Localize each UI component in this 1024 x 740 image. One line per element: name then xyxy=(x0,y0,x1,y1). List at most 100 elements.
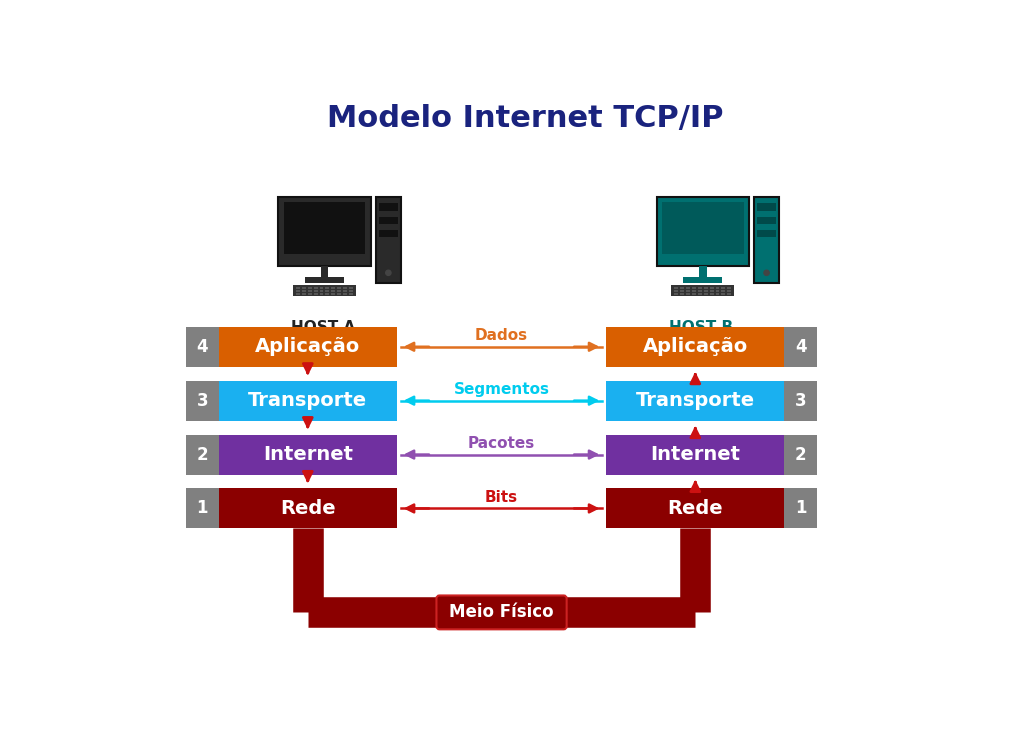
Bar xyxy=(313,286,317,289)
Bar xyxy=(784,434,817,474)
Bar xyxy=(784,380,817,420)
Text: Internet: Internet xyxy=(263,445,353,464)
Bar xyxy=(302,293,306,295)
Bar xyxy=(349,293,353,295)
Text: Aplicação: Aplicação xyxy=(643,337,748,356)
Bar xyxy=(698,266,707,278)
Bar xyxy=(376,197,400,283)
Bar xyxy=(326,290,330,292)
Bar xyxy=(307,286,311,289)
Bar xyxy=(722,286,725,289)
Bar xyxy=(754,197,779,283)
Bar xyxy=(672,285,734,297)
Bar xyxy=(343,293,347,295)
Text: Modelo Internet TCP/IP: Modelo Internet TCP/IP xyxy=(327,104,723,132)
Bar xyxy=(697,290,701,292)
Bar xyxy=(186,327,219,367)
Bar xyxy=(293,285,355,297)
Bar xyxy=(379,204,397,212)
Bar xyxy=(716,286,720,289)
Text: Rede: Rede xyxy=(668,499,723,518)
Text: 4: 4 xyxy=(197,337,208,356)
Bar xyxy=(349,286,353,289)
Bar xyxy=(319,293,324,295)
Bar xyxy=(186,380,219,420)
Bar xyxy=(758,204,776,212)
Bar xyxy=(683,278,722,283)
Bar xyxy=(784,488,817,528)
Bar xyxy=(710,286,714,289)
Text: HOST B: HOST B xyxy=(670,320,733,334)
Bar xyxy=(710,290,714,292)
Text: 3: 3 xyxy=(197,391,208,410)
Bar xyxy=(302,286,306,289)
Bar xyxy=(296,286,300,289)
Bar xyxy=(321,266,329,278)
Bar xyxy=(674,293,678,295)
Bar xyxy=(343,290,347,292)
Text: 4: 4 xyxy=(795,337,807,356)
Bar xyxy=(606,380,784,420)
Bar xyxy=(680,290,684,292)
Bar xyxy=(686,286,690,289)
Bar xyxy=(697,286,701,289)
Bar xyxy=(680,286,684,289)
Bar xyxy=(606,488,784,528)
Bar xyxy=(332,286,335,289)
Bar xyxy=(758,229,776,238)
Bar xyxy=(722,290,725,292)
Bar xyxy=(727,290,731,292)
Bar xyxy=(722,293,725,295)
Bar xyxy=(186,488,219,528)
Bar xyxy=(674,290,678,292)
Bar xyxy=(379,217,397,224)
Text: Rede: Rede xyxy=(280,499,336,518)
Text: HOST A: HOST A xyxy=(291,320,355,334)
Text: Dados: Dados xyxy=(475,329,528,343)
Bar xyxy=(727,286,731,289)
Bar xyxy=(662,202,743,254)
Text: Pacotes: Pacotes xyxy=(468,437,536,451)
Bar xyxy=(219,327,397,367)
Bar xyxy=(296,290,300,292)
Circle shape xyxy=(764,270,769,275)
Bar xyxy=(656,197,749,266)
Bar xyxy=(674,286,678,289)
FancyBboxPatch shape xyxy=(436,596,566,629)
Bar xyxy=(305,278,344,283)
Bar xyxy=(349,290,353,292)
Text: Aplicação: Aplicação xyxy=(255,337,360,356)
Bar xyxy=(332,290,335,292)
Bar xyxy=(337,293,341,295)
Bar xyxy=(343,286,347,289)
Text: 2: 2 xyxy=(795,445,807,463)
Bar xyxy=(279,197,371,266)
Bar xyxy=(697,293,701,295)
Bar xyxy=(703,290,708,292)
Bar xyxy=(284,202,366,254)
Bar xyxy=(319,286,324,289)
Bar xyxy=(710,293,714,295)
Bar xyxy=(692,286,695,289)
Bar xyxy=(784,327,817,367)
Bar xyxy=(326,286,330,289)
Bar xyxy=(606,434,784,474)
Text: Meio Físico: Meio Físico xyxy=(450,603,554,622)
Circle shape xyxy=(386,270,391,275)
Bar xyxy=(692,293,695,295)
Text: Transporte: Transporte xyxy=(636,391,755,410)
Bar xyxy=(686,293,690,295)
Bar xyxy=(337,290,341,292)
Bar xyxy=(307,293,311,295)
Bar xyxy=(703,293,708,295)
Text: 1: 1 xyxy=(197,500,208,517)
Bar xyxy=(337,286,341,289)
Bar xyxy=(758,217,776,224)
Bar xyxy=(326,293,330,295)
Bar xyxy=(692,290,695,292)
Text: 2: 2 xyxy=(197,445,208,463)
Bar xyxy=(716,290,720,292)
Bar xyxy=(606,327,784,367)
Bar xyxy=(319,290,324,292)
Bar xyxy=(219,380,397,420)
